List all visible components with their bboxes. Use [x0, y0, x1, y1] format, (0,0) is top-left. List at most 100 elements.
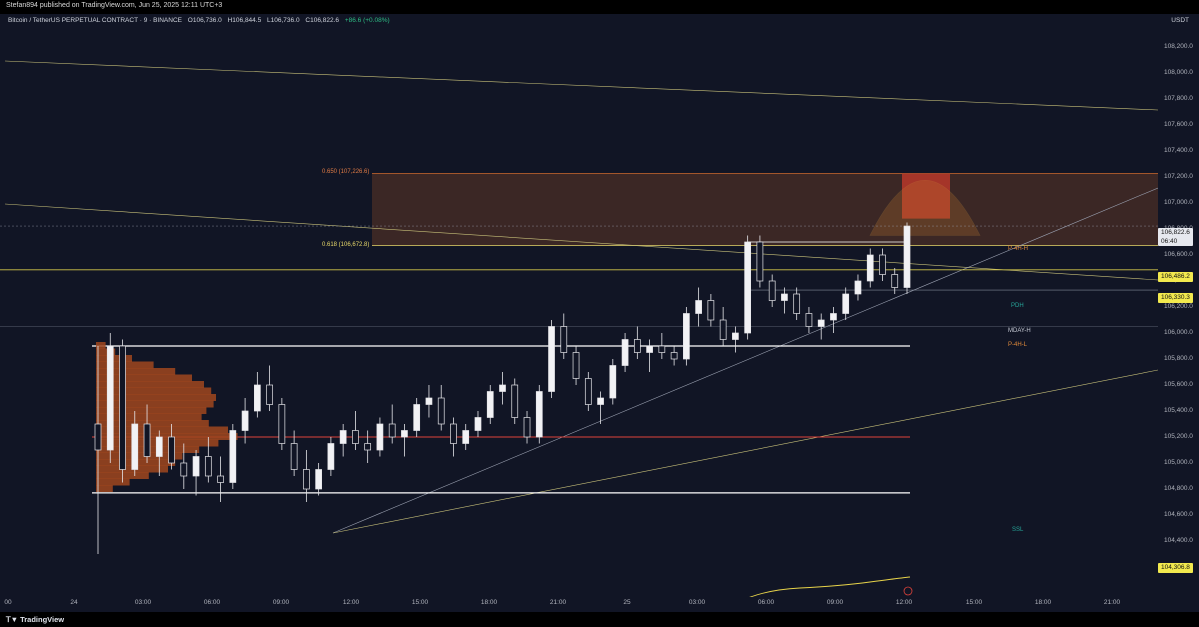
lower-trendline [332, 369, 1158, 534]
volume-profile-bar [96, 413, 202, 421]
time-tick: 12:00 [895, 599, 913, 606]
time-tick: 24 [70, 599, 78, 606]
candle-body [450, 423, 457, 444]
candlestick-chart[interactable] [0, 14, 1158, 597]
publish-info: Stefan894 published on TradingView.com, … [6, 2, 223, 9]
candle-body [352, 430, 359, 444]
candle-body [732, 332, 739, 340]
candle-body [621, 339, 629, 366]
candle-body [364, 443, 372, 451]
mday-high-label: MDAY-H [1008, 328, 1031, 334]
candle-body [376, 423, 384, 451]
candle-body [94, 423, 102, 451]
projection-arc [869, 180, 981, 236]
pdh-label: PDH [1011, 303, 1024, 309]
p4h-high-label: P-4H-H [1008, 246, 1029, 252]
tv-logo-icon: ꓔ▼ [6, 615, 21, 624]
fib-618-label: 0.618 (106,672.8) [322, 242, 370, 248]
candle-body [253, 384, 261, 412]
price-tick: 104,800.0 [1164, 485, 1193, 492]
candle-body [572, 352, 580, 379]
candle-body [560, 326, 568, 353]
candle-body [303, 469, 310, 490]
candle-body [670, 352, 678, 360]
candle-body [597, 397, 604, 405]
candle-body [793, 293, 801, 314]
candle-body [437, 397, 445, 425]
rising-trendline [332, 187, 1158, 534]
brand-name: TradingView [20, 615, 65, 624]
level-b-badge: 106,330.3 [1158, 293, 1193, 303]
candle-body [462, 430, 470, 444]
legend-open: O106,736.0 [187, 17, 222, 24]
candle-body [315, 469, 322, 490]
candle-body [548, 326, 555, 392]
price-tick: 107,000.0 [1164, 199, 1193, 206]
candle-body [388, 423, 396, 438]
candle-body [891, 274, 899, 288]
candle-body [217, 475, 224, 483]
alert-icon [903, 586, 913, 596]
candle-body [106, 345, 114, 451]
candle-body [192, 456, 200, 477]
candle-body [535, 391, 543, 438]
candle-body [241, 410, 249, 431]
time-tick: 21:00 [1103, 599, 1121, 606]
candle-body [486, 391, 494, 418]
symbol-legend: Bitcoin / TetherUS PERPETUAL CONTRACT · … [8, 17, 394, 24]
legend-high: H106,844.5 [227, 17, 262, 24]
price-tick: 108,200.0 [1164, 43, 1193, 50]
candle-body [646, 345, 653, 353]
p4h-low-label: P-4H-L [1008, 342, 1028, 348]
tradingview-logo[interactable]: ꓔ▼ TradingView [6, 615, 64, 624]
candle-body [768, 280, 776, 301]
candle-body [633, 339, 641, 353]
volume-profile-bar [96, 452, 183, 460]
price-axis[interactable]: 108,200.0 108,000.0 107,800.0 107,600.0 107,… [1158, 14, 1199, 612]
candle-body [204, 456, 212, 477]
time-tick: 18:00 [480, 599, 498, 606]
price-tick: 106,000.0 [1164, 329, 1193, 336]
volume-profile-bar [96, 420, 209, 427]
candle-body [290, 443, 298, 470]
currency-label[interactable]: USDT [1171, 17, 1189, 24]
candle-body [781, 293, 788, 301]
time-tick: 12:00 [342, 599, 360, 606]
candle-body [805, 313, 813, 327]
candle-body [278, 404, 286, 444]
candle-body [842, 293, 850, 314]
candle-body [658, 345, 666, 353]
price-tick: 105,400.0 [1164, 407, 1193, 414]
volume-profile-bar [96, 368, 176, 375]
volume-profile-bar [96, 348, 116, 356]
time-tick: 25 [623, 599, 631, 606]
volume-profile-bar [96, 400, 214, 408]
candle-body [327, 443, 335, 470]
volume-profile-bar [96, 342, 106, 349]
chart-background [0, 14, 1158, 597]
candle-body [903, 225, 911, 288]
candle-body [266, 384, 273, 405]
candle-body [131, 423, 139, 470]
time-tick: 09:00 [272, 599, 290, 606]
price-tick: 107,200.0 [1164, 173, 1193, 180]
candle-body [143, 423, 151, 457]
footer-bar: ꓔ▼ TradingView [0, 612, 1199, 627]
volume-profile-bar [96, 433, 238, 440]
time-tick: 21:00 [549, 599, 567, 606]
volume-profile-bar [96, 426, 228, 434]
level-c-badge: 104,306.8 [1158, 563, 1193, 573]
candle-body [707, 300, 715, 321]
candle-body [756, 241, 764, 282]
symbol-name[interactable]: Bitcoin / TetherUS PERPETUAL CONTRACT · … [8, 17, 182, 24]
candle-body [817, 319, 825, 327]
legend-low: L106,736.0 [267, 17, 300, 24]
time-axis[interactable]: 00 24 03:00 06:00 09:00 12:00 15:00 18:00 21:00 2… [0, 597, 1158, 611]
price-tick: 104,600.0 [1164, 511, 1193, 518]
volume-profile-bar [96, 478, 130, 486]
price-tick: 107,800.0 [1164, 95, 1193, 102]
price-tick: 105,000.0 [1164, 459, 1193, 466]
candle-body [879, 254, 886, 275]
time-tick: 06:00 [757, 599, 775, 606]
